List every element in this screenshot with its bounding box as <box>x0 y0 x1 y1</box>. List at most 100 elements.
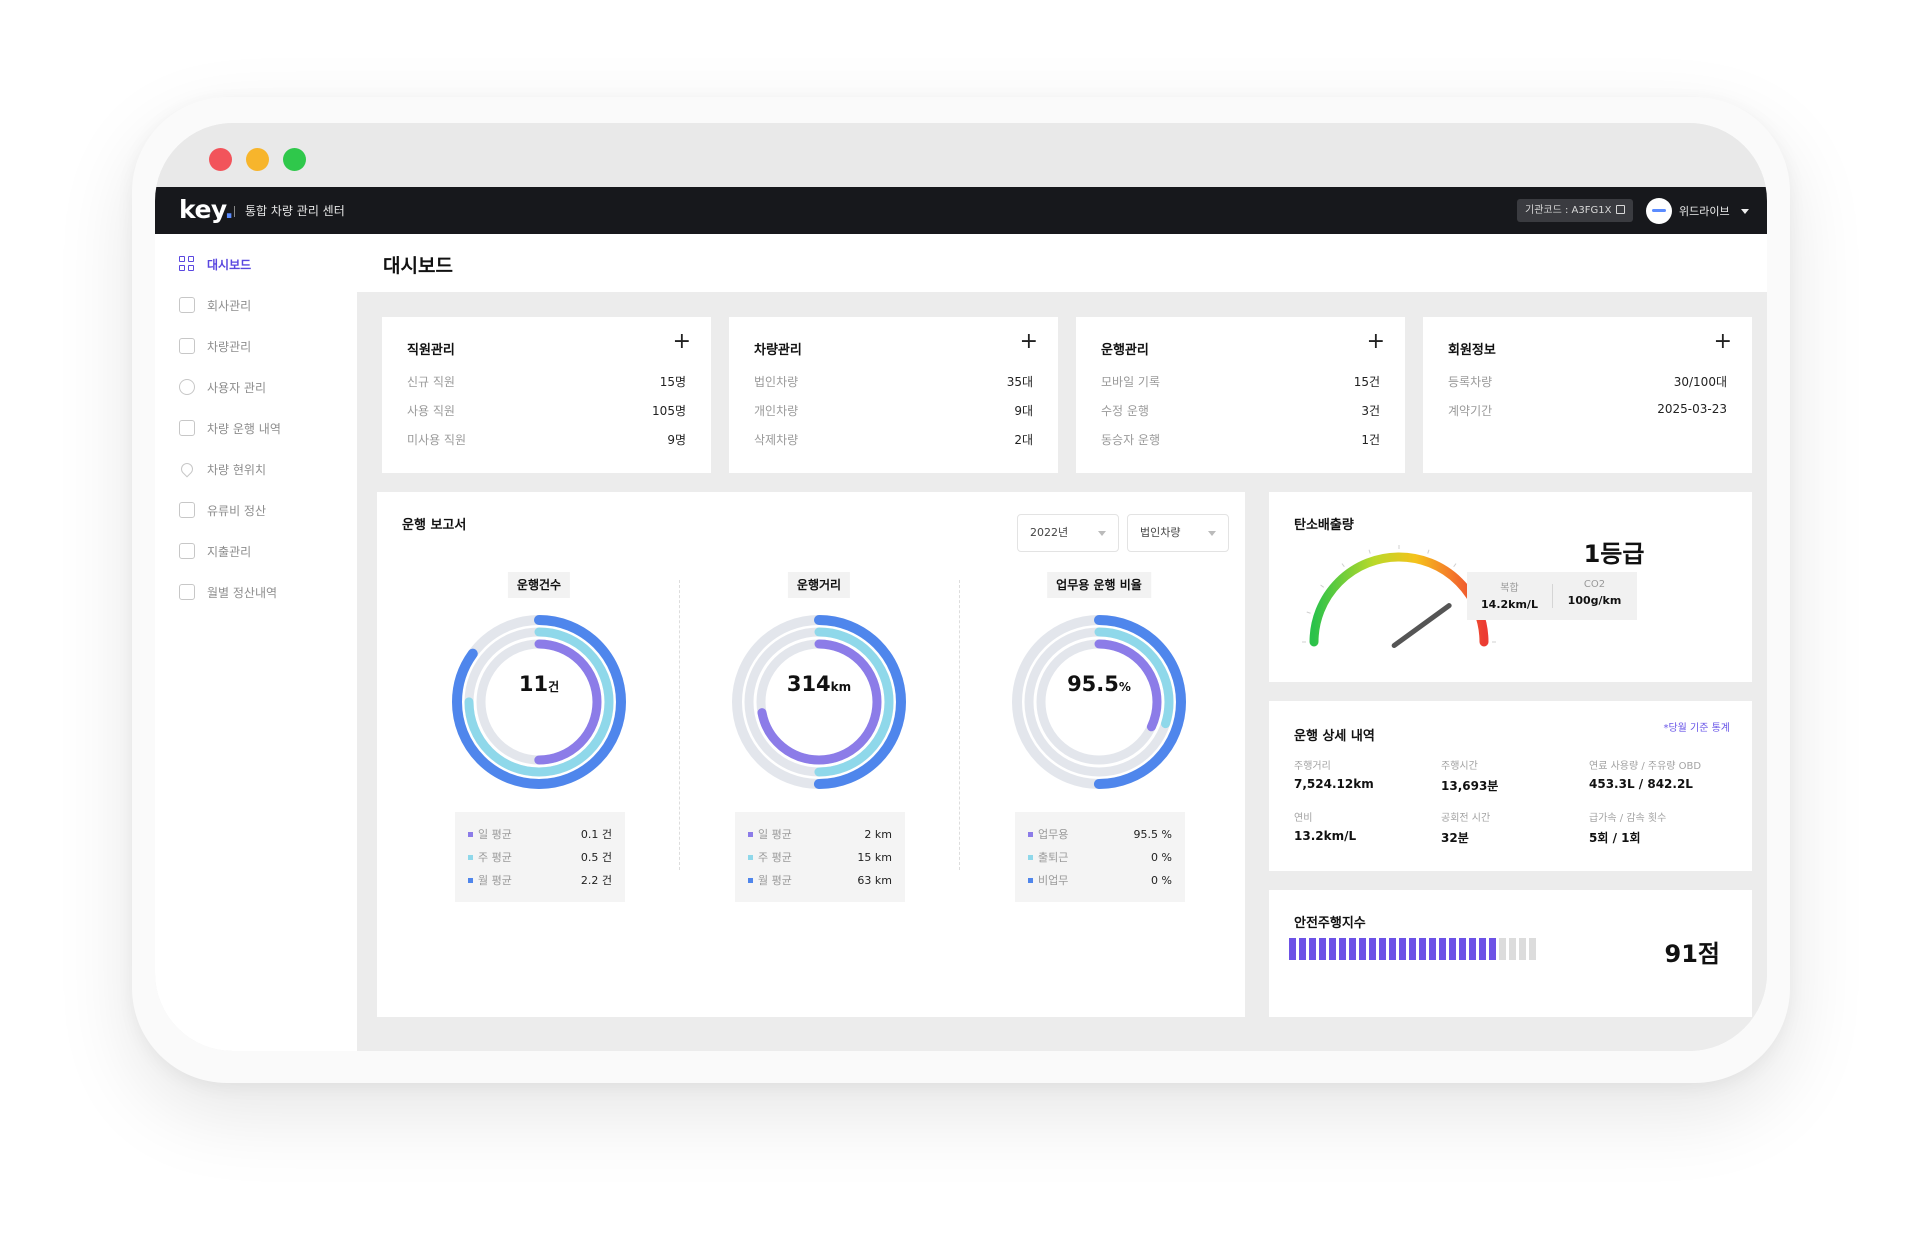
sidebar-item-fuel-settlement[interactable]: 유류비 정산 <box>179 500 266 520</box>
stat-label: 사용 직원 <box>407 404 455 418</box>
stat-card-vehicles: 차량관리 + 법인차량 35대 개인차량 9대 삭제차량 2대 <box>729 317 1058 473</box>
add-employee-button[interactable]: + <box>672 329 691 354</box>
carbon-emission-panel: 탄소배출량 1등급 복합 14.2km/L <box>1269 492 1752 682</box>
sidebar-item-dashboard[interactable]: 대시보드 <box>179 254 251 274</box>
sidebar-item-label: 차량 운행 내역 <box>207 421 281 436</box>
users-icon <box>179 379 195 395</box>
co2-emission: CO2 100g/km <box>1567 579 1622 607</box>
legend-row: 출퇴근 0 % <box>1028 849 1172 865</box>
stat-value: 9대 <box>1014 404 1033 418</box>
app-header: key. 통합 차량 관리 센터 기관코드 : A3FG1X 위드라이브 <box>155 187 1767 234</box>
score-segment <box>1499 938 1506 960</box>
ring-monthly <box>1012 615 1186 789</box>
sidebar-item-label: 유류비 정산 <box>207 503 267 518</box>
stat-card-employees: 직원관리 + 신규 직원 15명 사용 직원 105명 미사용 직원 9명 <box>382 317 711 473</box>
legend-row: 일 평균 0.1 건 <box>468 826 612 842</box>
donut-center-value: 95.5% <box>1067 672 1131 696</box>
stat-card-title: 회원정보 <box>1448 343 1496 358</box>
detail-item: 연비 13.2km/L <box>1294 813 1357 843</box>
copy-icon[interactable] <box>1616 205 1626 214</box>
gauge-needle <box>1391 603 1452 649</box>
stat-row: 삭제차량 2대 <box>754 431 1033 449</box>
add-vehicle-button[interactable]: + <box>1019 329 1038 354</box>
score-segment <box>1339 938 1346 960</box>
ring-daily <box>1036 639 1162 765</box>
user-name[interactable]: 위드라이브 <box>1679 205 1730 218</box>
building-icon <box>179 297 195 313</box>
donut-legend: 일 평균 0.1 건 주 평균 0.5 건 월 평균 2.2 건 <box>455 812 625 902</box>
donut-chart <box>732 615 906 789</box>
stat-row: 법인차량 35대 <box>754 373 1033 391</box>
detail-item: 주행시간 13,693분 <box>1441 761 1499 793</box>
score-segment <box>1419 938 1426 960</box>
close-window-button[interactable] <box>209 148 232 171</box>
calendar-icon <box>179 584 195 600</box>
stat-card-title: 직원관리 <box>407 343 455 358</box>
sidebar-item-label: 차량 현위치 <box>207 462 267 477</box>
sidebar-item-label: 대시보드 <box>207 257 252 272</box>
column-divider <box>679 580 680 870</box>
stat-label: 동승자 운행 <box>1101 433 1161 447</box>
gauge-tick <box>1368 549 1371 554</box>
add-trip-button[interactable]: + <box>1366 329 1385 354</box>
stat-row: 수정 운행 3건 <box>1101 402 1380 420</box>
detail-item: 연료 사용량 / 주유량 OBD 453.3L / 842.2L <box>1589 761 1702 791</box>
sidebar-item-monthly-settlement[interactable]: 월별 정산내역 <box>179 582 277 602</box>
window-titlebar <box>155 123 1767 187</box>
score-segment <box>1469 938 1476 960</box>
logo[interactable]: key. <box>179 195 234 224</box>
org-code-text: 기관코드 : A3FG1X <box>1525 205 1612 216</box>
score-segment <box>1359 938 1366 960</box>
sidebar-item-company[interactable]: 회사관리 <box>179 295 251 315</box>
year-select[interactable]: 2022년 <box>1017 514 1119 552</box>
app-title: 통합 차량 관리 센터 <box>245 204 345 218</box>
gauge-tick <box>1427 549 1430 554</box>
vehicle-type-select[interactable]: 법인차량 <box>1127 514 1229 552</box>
stat-row: 신규 직원 15명 <box>407 373 686 391</box>
score-segment <box>1369 938 1376 960</box>
legend-row: 주 평균 15 km <box>748 849 892 865</box>
score-segment <box>1409 938 1416 960</box>
score-segment <box>1509 938 1516 960</box>
sidebar-item-vehicles[interactable]: 차량관리 <box>179 336 251 356</box>
safety-score-bar <box>1289 938 1539 960</box>
donut-chart <box>1012 615 1186 789</box>
fuel-efficiency: 복합 14.2km/L <box>1481 583 1538 611</box>
sidebar-item-vehicle-location[interactable]: 차량 현위치 <box>178 459 267 479</box>
sidebar-item-users[interactable]: 사용자 관리 <box>179 377 266 397</box>
sidebar-item-label: 회사관리 <box>207 298 252 313</box>
donut-label: 업무용 운행 비율 <box>1047 572 1151 598</box>
gauge-tick <box>1341 563 1345 568</box>
stat-card-title: 운행관리 <box>1101 343 1149 358</box>
sidebar-item-label: 지출관리 <box>207 544 252 559</box>
sidebar-item-label: 사용자 관리 <box>207 380 267 395</box>
ring-daily <box>476 639 602 765</box>
safety-index-panel: 안전주행지수 91점 <box>1269 890 1752 1017</box>
stat-card-trips: 운행관리 + 모바일 기록 15건 수정 운행 3건 동승자 운행 1건 <box>1076 317 1405 473</box>
add-membership-button[interactable]: + <box>1713 329 1732 354</box>
donut-center-value: 314km <box>786 672 852 696</box>
score-segment <box>1299 938 1306 960</box>
org-code-badge[interactable]: 기관코드 : A3FG1X <box>1517 199 1634 222</box>
score-segment <box>1389 938 1396 960</box>
sidebar-item-trip-history[interactable]: 차량 운행 내역 <box>179 418 281 438</box>
maximize-window-button[interactable] <box>283 148 306 171</box>
score-segment <box>1439 938 1446 960</box>
location-pin-icon <box>178 460 196 478</box>
avatar[interactable] <box>1646 198 1672 224</box>
chevron-down-icon[interactable] <box>1741 209 1749 214</box>
ring-monthly <box>452 615 626 789</box>
app-window: key. 통합 차량 관리 센터 기관코드 : A3FG1X 위드라이브 대시보… <box>155 123 1767 1051</box>
score-segment <box>1459 938 1466 960</box>
sidebar-item-expenses[interactable]: 지출관리 <box>179 541 251 561</box>
page-title: 대시보드 <box>383 255 453 277</box>
stat-value: 3건 <box>1361 404 1380 418</box>
stat-value: 15건 <box>1353 375 1380 389</box>
minimize-window-button[interactable] <box>246 148 269 171</box>
legend-row: 업무용 95.5 % <box>1028 826 1172 842</box>
donut-label: 운행거리 <box>787 572 851 598</box>
donut-legend: 업무용 95.5 % 출퇴근 0 % 비업무 0 % <box>1015 812 1185 902</box>
stat-label: 미사용 직원 <box>407 433 467 447</box>
stat-label: 개인차량 <box>754 404 799 418</box>
stat-row: 개인차량 9대 <box>754 402 1033 420</box>
